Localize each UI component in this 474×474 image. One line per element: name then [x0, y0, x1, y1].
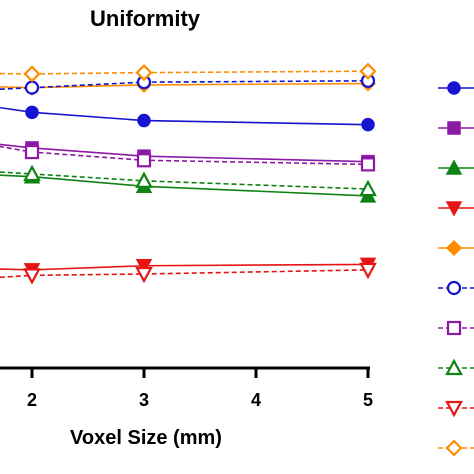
x-tick-label-2: 2 [27, 390, 37, 410]
series-9-point-2 [23, 268, 41, 285]
series-5 [0, 75, 377, 96]
series-7-line [0, 145, 369, 166]
series-9 [0, 262, 377, 285]
legend-entry-5 [438, 239, 474, 257]
series-10-point-3 [135, 64, 153, 82]
series-5-line [0, 82, 369, 89]
legend-marker-2 [447, 121, 461, 135]
series-4-point-3 [135, 259, 153, 275]
legend-entry-10 [438, 439, 474, 457]
x-axis-label: Voxel Size (mm) [70, 427, 222, 449]
series-2 [0, 141, 375, 169]
series-6-point-2 [24, 80, 40, 95]
x-tick-label-5: 5 [363, 390, 373, 410]
legend-marker-6 [446, 280, 462, 296]
series-6-line [0, 80, 369, 91]
x-ticks: 2 3 4 5 [27, 368, 373, 410]
legend-marker-3 [445, 159, 463, 175]
series-1-point-2 [25, 105, 39, 120]
x-tick-label-4: 4 [251, 390, 261, 410]
legend-marker-4 [445, 201, 463, 217]
legend-marker-1 [447, 81, 461, 95]
legend-marker-9 [445, 400, 463, 418]
series-8-point-3 [135, 171, 153, 188]
series-8-point-4 [359, 179, 377, 197]
series-7-point-4 [360, 157, 376, 172]
series-7-point-2 [24, 144, 40, 160]
series-3-line [0, 174, 369, 197]
series-1 [0, 105, 375, 132]
chart-title: Uniformity [90, 6, 201, 31]
series-9-point-3 [135, 266, 153, 284]
x-tick-label-3: 3 [139, 390, 149, 410]
legend-marker-7 [446, 320, 462, 336]
x-axis: 2 3 4 5 [0, 366, 373, 410]
legend [438, 81, 474, 457]
plot-area [0, 62, 377, 285]
series-7-point-3 [136, 153, 152, 168]
legend-entry-6 [438, 280, 474, 296]
series-10-point-4 [359, 62, 377, 80]
series-8-point-2 [23, 164, 41, 182]
series-1-line [0, 106, 369, 126]
legend-marker-8 [445, 358, 463, 376]
legend-marker-5 [445, 239, 463, 257]
series-10-point-2 [23, 65, 41, 83]
legend-entry-3 [438, 159, 474, 175]
series-6 [0, 73, 376, 95]
legend-entry-4 [438, 201, 474, 217]
series-9-point-4 [359, 262, 377, 280]
legend-marker-10 [445, 439, 463, 457]
series-1-point-3 [137, 113, 151, 128]
series-1-point-4 [361, 117, 375, 132]
legend-entry-9 [438, 400, 474, 418]
series-9-line [0, 269, 369, 279]
legend-entry-7 [438, 320, 474, 336]
series-7 [0, 144, 376, 172]
series-8 [0, 164, 377, 197]
series-2-line [0, 143, 369, 163]
series-4-line [0, 263, 369, 271]
series-4 [0, 257, 377, 279]
series-8-line [0, 171, 369, 190]
series-10 [0, 62, 377, 83]
legend-entry-8 [438, 358, 474, 376]
legend-entry-2 [438, 121, 474, 135]
legend-entry-1 [438, 81, 474, 95]
series-10-line [0, 70, 369, 75]
